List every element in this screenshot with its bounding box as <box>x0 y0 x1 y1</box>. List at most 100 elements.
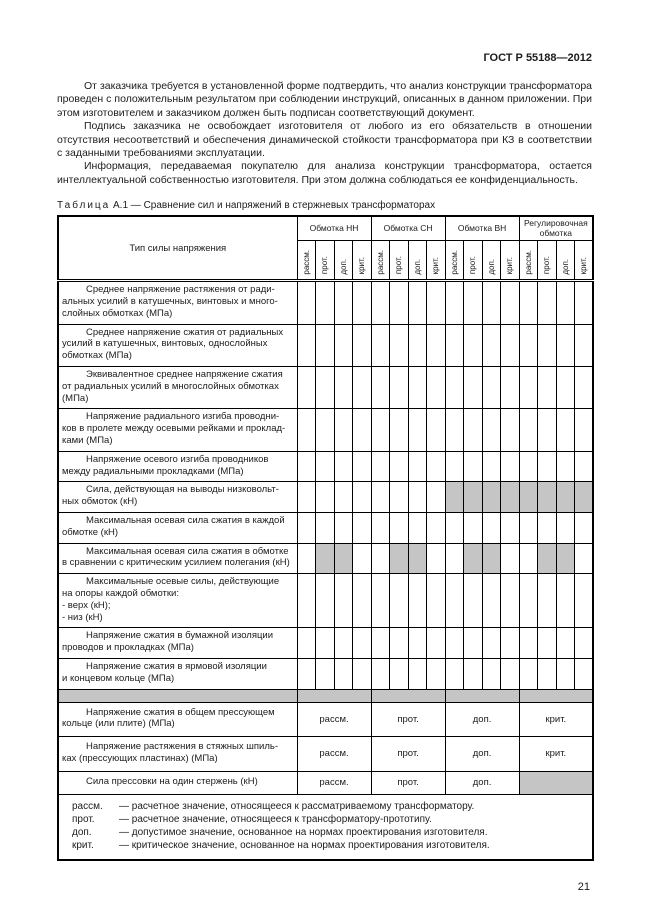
separator-cell <box>296 688 372 703</box>
value-cell: крит. <box>518 736 594 772</box>
value-cell <box>426 481 446 513</box>
value-cell <box>481 323 502 368</box>
value-cell: рассм. <box>296 736 372 772</box>
value-cell <box>537 512 557 544</box>
row-label-line: в сравнении с критическим усилием полега… <box>62 557 290 569</box>
value-cell <box>500 542 520 575</box>
footnote-line: доп. — допустимое значение, основанное на… <box>72 826 488 838</box>
value-cell <box>352 512 372 544</box>
value-cell <box>574 323 594 368</box>
row-label: Напряжение сжатия в бумажной изоляции про… <box>57 627 298 659</box>
row-label: Максимальная осевая сила сжатия в каждой… <box>57 512 298 544</box>
row-label-line: обмотках (МПа) <box>62 350 132 362</box>
row-label-line: Напряжение сжатия в бумажной изоляции <box>86 630 274 642</box>
value-cell <box>370 573 391 629</box>
column-group-header: Обмотка СН <box>370 215 446 242</box>
row-label-line: - низ (кН) <box>62 611 103 623</box>
value-cell <box>389 512 409 544</box>
value-cell <box>500 657 520 690</box>
row-label-line: проводов и прокладках (МПа) <box>62 642 194 654</box>
value-cell <box>315 408 335 452</box>
value-cell <box>407 542 428 575</box>
value-cell <box>389 280 409 325</box>
subcolumn-label: крит. <box>505 256 515 275</box>
value-cell <box>407 408 428 452</box>
table-row: Напряжение осевого изгиба проводников меж… <box>57 450 594 483</box>
value-cell <box>481 450 502 483</box>
value-cell <box>370 627 391 659</box>
value-cell <box>555 450 576 483</box>
value-cell <box>333 657 353 690</box>
value-cell <box>296 323 316 368</box>
separator-cell <box>444 688 520 703</box>
value-cell <box>463 280 483 325</box>
value-cell <box>574 481 594 513</box>
value-cell <box>333 512 353 544</box>
row-label-line: Напряжение осевого изгиба проводников <box>86 453 269 465</box>
value-cell <box>407 323 428 368</box>
subcolumn-label: доп. <box>338 258 348 275</box>
row-label: Сила прессовки на один стержень (кН) <box>57 770 298 795</box>
value-cell <box>574 512 594 544</box>
table-row: Напряжение сжатия в общем прессующем коль… <box>57 701 594 738</box>
subcolumn-header: доп. <box>481 240 502 283</box>
value-cell <box>574 627 594 659</box>
subcolumn-header: рассм. <box>444 240 465 283</box>
row-label-line: - верх (кН); <box>62 599 111 611</box>
row-label-line: Максимальная осевая сила сжатия в каждой <box>86 515 285 526</box>
paragraph-2: Подпись заказчика не освобождает изготов… <box>57 120 592 160</box>
value-cell <box>389 627 409 659</box>
row-label-line: кольце (или плите) (МПа) <box>62 718 175 730</box>
value-cell <box>352 323 372 368</box>
subcolumn-label: прот. <box>542 256 552 275</box>
value-cell <box>518 481 539 513</box>
row-label-line: между радиальными прокладками (МПа) <box>62 465 244 477</box>
value-cell <box>444 450 465 483</box>
value-cell <box>555 573 576 629</box>
value-cell <box>389 366 409 410</box>
column-group-header: Обмотка НН <box>296 215 372 242</box>
value-cell <box>370 542 391 575</box>
subcolumn-label: прот. <box>394 256 404 275</box>
separator-cell <box>57 688 298 703</box>
value-cell <box>481 512 502 544</box>
value-cell <box>444 657 465 690</box>
comparison-table: Тип силы напряжения Обмотка НН Обмотка СН О… <box>57 215 595 862</box>
value-cell <box>296 450 316 483</box>
value-cell <box>463 366 483 410</box>
subcolumn-label: доп. <box>486 258 496 275</box>
value-cell <box>315 542 335 575</box>
value-cell <box>352 657 372 690</box>
paragraph-3: Информация, передаваемая покупателю для … <box>57 160 592 186</box>
table-caption-dash: — <box>130 200 141 212</box>
value-cell <box>370 366 391 410</box>
footnote-term: крит. <box>72 840 94 852</box>
value-cell <box>537 542 557 575</box>
subcolumn-header: доп. <box>333 240 353 283</box>
value-cell <box>407 657 428 690</box>
value-cell <box>555 280 576 325</box>
row-label-line: усилий в катушечных, винтовых, однослойн… <box>62 338 268 350</box>
value-cell <box>463 512 483 544</box>
row-label-line: ных обмоток (кН) <box>62 496 138 508</box>
value-cell <box>500 280 520 325</box>
value-cell <box>389 481 409 513</box>
value-cell <box>463 657 483 690</box>
value-cell <box>426 323 446 368</box>
subcolumn-label: рассм. <box>523 249 533 275</box>
value-cell <box>333 542 353 575</box>
value-cell <box>370 280 391 325</box>
subcolumn-header: крит. <box>352 240 372 283</box>
value-cell: доп. <box>444 701 520 738</box>
separator-cell <box>370 688 446 703</box>
subcolumn-label: крит. <box>579 256 589 275</box>
row-label: Напряжение растяжения в стяжных шпиль-ка… <box>57 736 298 772</box>
subcolumn-label: рассм. <box>301 249 311 275</box>
row-label: Максимальная осевая сила сжатия в обмотк… <box>57 542 298 575</box>
subcolumn-label: доп. <box>412 258 422 275</box>
row-label: Сила, действующая на выводы низковольт-н… <box>57 481 298 513</box>
value-cell <box>444 408 465 452</box>
row-label: Максимальные осевые силы, действующие на … <box>57 573 298 629</box>
value-cell <box>407 573 428 629</box>
value-cell: прот. <box>370 701 446 738</box>
